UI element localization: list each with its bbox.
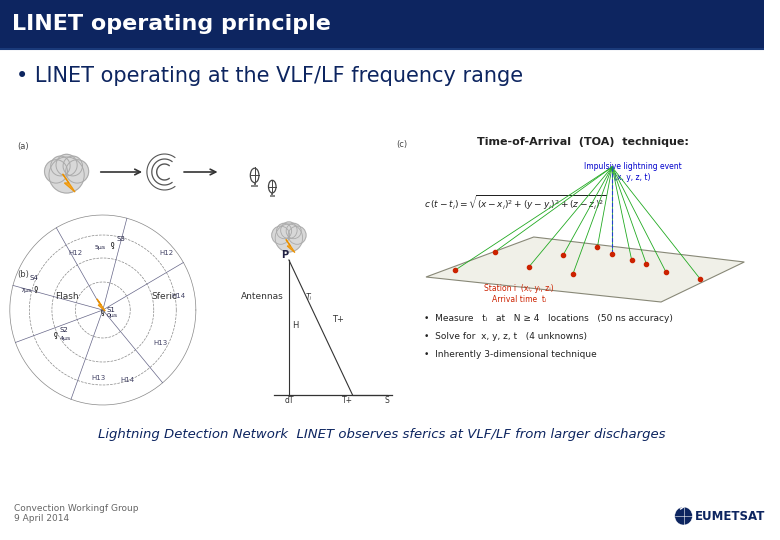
Text: H13: H13 [91,375,105,381]
Circle shape [271,226,289,244]
Text: 5µs: 5µs [95,246,106,251]
Bar [55,338,57,339]
Text: Station i  (xᵢ, yᵢ, zᵢ)
Arrival time  tᵢ: Station i (xᵢ, yᵢ, zᵢ) Arrival time tᵢ [484,284,554,304]
Text: S: S [385,396,389,405]
Text: T+: T+ [332,315,344,325]
Text: Tᵢ: Tᵢ [306,293,311,302]
Circle shape [281,222,297,239]
Circle shape [286,224,301,239]
Circle shape [289,226,306,244]
Text: 4µs: 4µs [60,336,71,341]
Text: •  Inherently 3-dimensional technique: • Inherently 3-dimensional technique [424,350,597,359]
Text: LINET operating principle: LINET operating principle [12,14,331,34]
Circle shape [277,224,292,239]
Bar [270,195,275,197]
Text: • LINET operating at the VLF/LF frequency range: • LINET operating at the VLF/LF frequenc… [16,66,523,86]
Text: H12: H12 [69,250,83,256]
Text: S3: S3 [116,236,126,242]
Text: Flash: Flash [55,292,79,301]
Text: (b): (b) [18,270,30,279]
Text: 7µs: 7µs [21,288,32,293]
Circle shape [49,157,84,193]
Text: S4: S4 [30,275,39,281]
Text: •  Solve for  x, y, z, t   (4 unknowns): • Solve for x, y, z, t (4 unknowns) [424,332,587,341]
Text: 0µs: 0µs [107,313,118,318]
Text: 9 April 2014: 9 April 2014 [14,514,69,523]
Text: $c\,(t-t_i) = \sqrt{(x-x_i)^2 + (y-y_i)^2 + (z-z_i)^2}$: $c\,(t-t_i) = \sqrt{(x-x_i)^2 + (y-y_i)^… [424,194,606,213]
Circle shape [275,224,303,252]
Text: H14: H14 [120,377,135,383]
Circle shape [44,160,68,183]
Text: H13: H13 [154,340,168,346]
Text: S1: S1 [107,307,115,313]
Polygon shape [62,174,75,192]
Text: Lightning Detection Network  LINET observes sferics at VLF/LF from larger discha: Lightning Detection Network LINET observ… [98,428,665,441]
Text: H12: H12 [160,250,174,256]
Text: S2: S2 [60,327,69,333]
Text: (c): (c) [396,140,408,149]
Text: Antennas: Antennas [241,292,284,301]
Bar [0,0,764,48]
Polygon shape [426,237,744,302]
Text: dT: dT [284,396,293,405]
Text: Convection Workingf Group: Convection Workingf Group [14,504,138,513]
Circle shape [66,160,89,183]
Text: (a): (a) [18,142,30,151]
Bar [251,185,257,187]
Text: Impulsive lightning event
(x, y, z, t): Impulsive lightning event (x, y, z, t) [583,162,682,182]
Bar [112,248,114,249]
Text: H: H [292,321,298,329]
Circle shape [675,507,693,525]
Bar [35,292,37,293]
Text: EUMETSAT: EUMETSAT [695,510,766,523]
Bar [102,315,104,316]
Text: Time-of-Arrival  (TOA)  technique:: Time-of-Arrival (TOA) technique: [477,137,689,147]
Circle shape [51,156,70,176]
Text: H14: H14 [172,293,186,299]
Circle shape [56,154,77,176]
Circle shape [63,156,83,176]
Polygon shape [97,299,105,311]
Polygon shape [286,240,295,253]
Text: •  Measure   tᵢ   at   N ≥ 4   locations   (50 ns accuracy): • Measure tᵢ at N ≥ 4 locations (50 ns a… [424,314,673,323]
Text: P: P [281,250,288,260]
Text: T+: T+ [342,396,353,405]
Text: Sferic: Sferic [151,292,178,301]
